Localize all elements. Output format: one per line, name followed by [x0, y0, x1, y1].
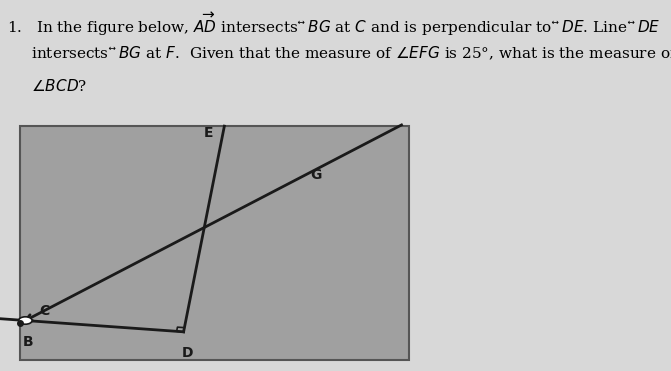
Text: C: C	[40, 304, 50, 318]
Text: $\angle BCD$?: $\angle BCD$?	[7, 78, 87, 94]
Bar	[20, 126, 409, 360]
Text: G: G	[310, 168, 321, 182]
Text: 1.   In the figure below, $\overrightarrow{AD}$ intersects $\overleftrightarrow{: 1. In the figure below, $\overrightarrow…	[7, 11, 660, 38]
Text: E: E	[204, 126, 213, 140]
Text: B: B	[23, 335, 34, 349]
Circle shape	[19, 317, 32, 324]
Text: D: D	[182, 346, 193, 360]
Text: intersects $\overleftrightarrow{BG}$ at $F$.  Given that the measure of $\angle : intersects $\overleftrightarrow{BG}$ at …	[7, 45, 671, 62]
